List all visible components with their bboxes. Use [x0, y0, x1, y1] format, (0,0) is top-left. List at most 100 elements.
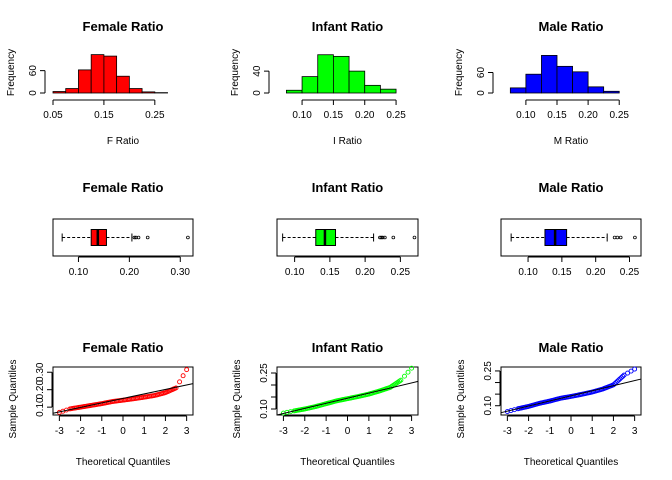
- y-tick-label: 0.10: [483, 396, 494, 416]
- qq-point: [621, 372, 627, 378]
- histogram-bar: [90, 54, 105, 94]
- panel-4: Female Ratio 0.10 0.20 0.30: [52, 180, 194, 278]
- x-tick-label: 0.15: [547, 110, 567, 121]
- x-axis-label: M Ratio: [554, 136, 589, 147]
- x-tick-label: 0.20: [355, 110, 375, 121]
- x-tick-label: 1: [366, 426, 372, 437]
- histogram-bar: [379, 88, 397, 94]
- x-tick-label: 0.20: [586, 267, 606, 278]
- histogram-bar: [572, 71, 589, 94]
- panel-8: Infant Ratio -3 -2 -1 0 1 2 3 0.10 0.25 Theoretica…: [232, 340, 419, 468]
- histogram-bar: [364, 84, 381, 94]
- histogram-bar: [128, 88, 143, 94]
- qq-point: [617, 376, 623, 382]
- x-tick-label: 0.20: [355, 267, 375, 278]
- panel-title: Infant Ratio: [312, 340, 384, 355]
- y-axis-label: Sample Quantiles: [456, 360, 467, 439]
- qq-point: [409, 365, 415, 371]
- plot-frame: [52, 366, 194, 416]
- qq-point: [405, 369, 411, 375]
- x-tick-label: 3: [184, 426, 190, 437]
- histogram-bar: [587, 86, 605, 94]
- outlier-point: [145, 235, 150, 240]
- x-tick-label: 0: [345, 426, 351, 437]
- x-tick-label: 0.15: [324, 110, 344, 121]
- panel-title: Male Ratio: [538, 180, 603, 195]
- plot-frame: [500, 366, 642, 416]
- y-tick-label: 0.10: [35, 397, 46, 417]
- panel-6: Male Ratio 0.10 0.15 0.20 0.25: [500, 180, 642, 278]
- histogram-bar: [103, 55, 118, 94]
- x-tick-label: -2: [76, 426, 85, 437]
- x-tick-label: 0.15: [94, 110, 114, 121]
- panel-2: Infant Ratio 0.10 0.15 0.20 0.25 0 40 I Ratio Fr…: [230, 19, 406, 147]
- outlier-point: [615, 235, 620, 240]
- histogram-bar: [541, 55, 558, 94]
- x-tick-label: 2: [163, 426, 169, 437]
- x-tick-label: 1: [589, 426, 595, 437]
- qq-point: [618, 375, 624, 381]
- histogram-bar: [141, 91, 156, 94]
- y-tick-label: 0: [476, 90, 487, 96]
- outlier-point: [618, 235, 623, 240]
- x-tick-label: 0.25: [386, 110, 406, 121]
- qq-reference-line: [52, 383, 194, 414]
- panel-title: Female Ratio: [83, 180, 164, 195]
- panel-5: Infant Ratio 0.10 0.15 0.20 0.25: [276, 180, 419, 278]
- x-tick-label: 0.10: [516, 110, 536, 121]
- histogram-bar: [301, 76, 319, 94]
- qq-point: [398, 377, 404, 383]
- plot-frame: [52, 218, 194, 257]
- x-tick-label: 0.10: [285, 267, 305, 278]
- qq-point: [613, 379, 619, 385]
- y-tick-label: 60: [476, 67, 487, 79]
- panel-title: Female Ratio: [83, 340, 164, 355]
- y-tick-label: 0: [252, 90, 263, 96]
- outlier-point: [412, 235, 417, 240]
- qq-point: [177, 379, 183, 385]
- x-tick-label: 2: [387, 426, 393, 437]
- x-tick-label: 0.15: [552, 267, 572, 278]
- x-axis-label: F Ratio: [107, 136, 140, 147]
- x-tick-label: 0.10: [69, 267, 89, 278]
- x-tick-label: -2: [524, 426, 533, 437]
- plot-frame: [276, 366, 419, 416]
- x-tick-label: -3: [55, 426, 64, 437]
- qq-point: [628, 368, 634, 374]
- x-tick-label: 0.25: [620, 267, 640, 278]
- histogram-bar: [603, 90, 620, 94]
- panel-3: Male Ratio 0.10 0.15 0.20 0.25 0 60 M Ratio Freq…: [454, 19, 629, 147]
- y-axis-label: Sample Quantiles: [8, 360, 19, 439]
- panel-title: Infant Ratio: [312, 180, 384, 195]
- qq-point: [625, 370, 631, 376]
- histogram-bar: [525, 73, 542, 94]
- x-axis-label: I Ratio: [333, 136, 362, 147]
- x-axis-label: Theoretical Quantiles: [524, 457, 619, 468]
- histogram-bar: [65, 88, 79, 94]
- x-axis-label: Theoretical Quantiles: [300, 457, 395, 468]
- panel-7: Female Ratio -3 -2 -1 0 1 2 3 0.100.200.30 Theore…: [8, 340, 194, 468]
- histogram-bar: [509, 87, 527, 94]
- histogram-bar: [285, 89, 303, 94]
- qq-point: [402, 373, 407, 379]
- outlier-point: [379, 235, 384, 240]
- x-tick-label: -2: [300, 426, 309, 437]
- x-tick-label: -3: [279, 426, 288, 437]
- y-tick-label: 0.25: [259, 363, 270, 383]
- panel-title: Female Ratio: [83, 19, 164, 34]
- x-tick-label: 0.30: [171, 267, 191, 278]
- x-axis-label: Theoretical Quantiles: [76, 457, 171, 468]
- plot-frame: [500, 218, 642, 257]
- x-tick-label: 2: [611, 426, 617, 437]
- x-tick-label: 0.25: [391, 267, 411, 278]
- qq-point: [614, 378, 620, 384]
- histogram-bar: [52, 91, 67, 94]
- y-tick-label: 60: [28, 65, 39, 77]
- qq-point: [180, 373, 186, 379]
- histogram-bar: [332, 55, 350, 94]
- y-axis-label: Frequency: [454, 49, 465, 96]
- x-tick-label: 0.20: [120, 267, 140, 278]
- panel-title: Male Ratio: [538, 19, 603, 34]
- qq-point: [632, 366, 638, 372]
